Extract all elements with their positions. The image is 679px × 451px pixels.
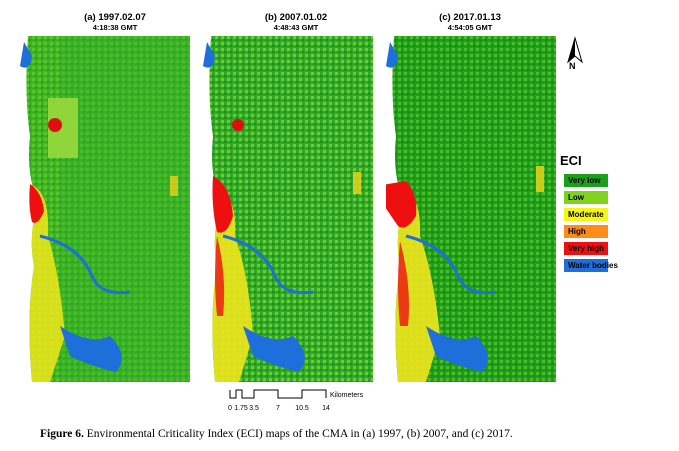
panel-a-label: (a) 1997.02.07 <box>84 12 146 23</box>
legend-swatch <box>564 225 608 238</box>
scale-tick-0: 0 <box>228 405 232 412</box>
panel-a-time: 4:18:38 GMT <box>92 23 138 32</box>
legend-item-very-low: Very low <box>564 174 679 188</box>
panel-c-label: (c) 2017.01.13 <box>439 12 501 23</box>
caption-text: Environmental Criticality Index (ECI) ma… <box>86 428 513 440</box>
panel-b-time: 4:48:43 GMT <box>273 23 319 32</box>
legend-item-moderate: Moderate <box>564 208 679 222</box>
legend-item-very-high: Very high <box>564 242 679 256</box>
north-label: N <box>569 61 576 71</box>
north-arrow-icon <box>567 36 583 64</box>
scale-tick-2: 3.5 <box>249 405 259 412</box>
scale-tick-4: 10.5 <box>295 405 309 412</box>
legend-swatch <box>564 208 608 221</box>
legend-swatch <box>564 242 608 255</box>
legend-swatch <box>564 191 608 204</box>
legend-label: Water bodies <box>568 261 618 270</box>
legend-swatch <box>564 259 608 272</box>
legend-label: High <box>568 227 586 236</box>
legend-label: Moderate <box>568 210 604 219</box>
legend-item-low: Low <box>564 191 679 205</box>
scale-tick-3: 7 <box>276 405 280 412</box>
scale-tick-1: 1.75 <box>234 405 248 412</box>
map-2017 <box>386 36 556 382</box>
scale-unit: Kilometers <box>330 392 364 399</box>
panel-c-title: (c) 2017.01.13 4:54:05 GMT <box>395 13 545 33</box>
map-2007 <box>203 36 373 382</box>
north-arrow: N <box>562 36 588 76</box>
legend-label: Low <box>568 193 584 202</box>
legend-swatch <box>564 174 608 187</box>
legend-title: ECI <box>560 153 582 168</box>
legend-item-high: High <box>564 225 679 239</box>
figure-label: Figure 6. <box>40 428 84 440</box>
figure-caption: Figure 6. Environmental Criticality Inde… <box>40 428 513 440</box>
panel-b-label: (b) 2007.01.02 <box>264 12 328 23</box>
panel-b-title: (b) 2007.01.02 4:48:43 GMT <box>221 13 371 33</box>
panel-c-time: 4:54:05 GMT <box>447 23 493 32</box>
legend-item-water-bodies: Water bodies <box>564 259 679 273</box>
map-1997 <box>20 36 190 382</box>
legend-label: Very high <box>568 244 605 253</box>
scale-tick-5: 14 <box>322 405 330 412</box>
scale-bar-graphic: 0 1.75 3.5 7 10.5 14 Kilometers <box>228 389 364 412</box>
panel-a-title: (a) 1997.02.07 4:18:38 GMT <box>40 13 190 33</box>
legend-label: Very low <box>568 176 601 185</box>
scale-bar: 0 1.75 3.5 7 10.5 14 Kilometers <box>224 386 384 416</box>
